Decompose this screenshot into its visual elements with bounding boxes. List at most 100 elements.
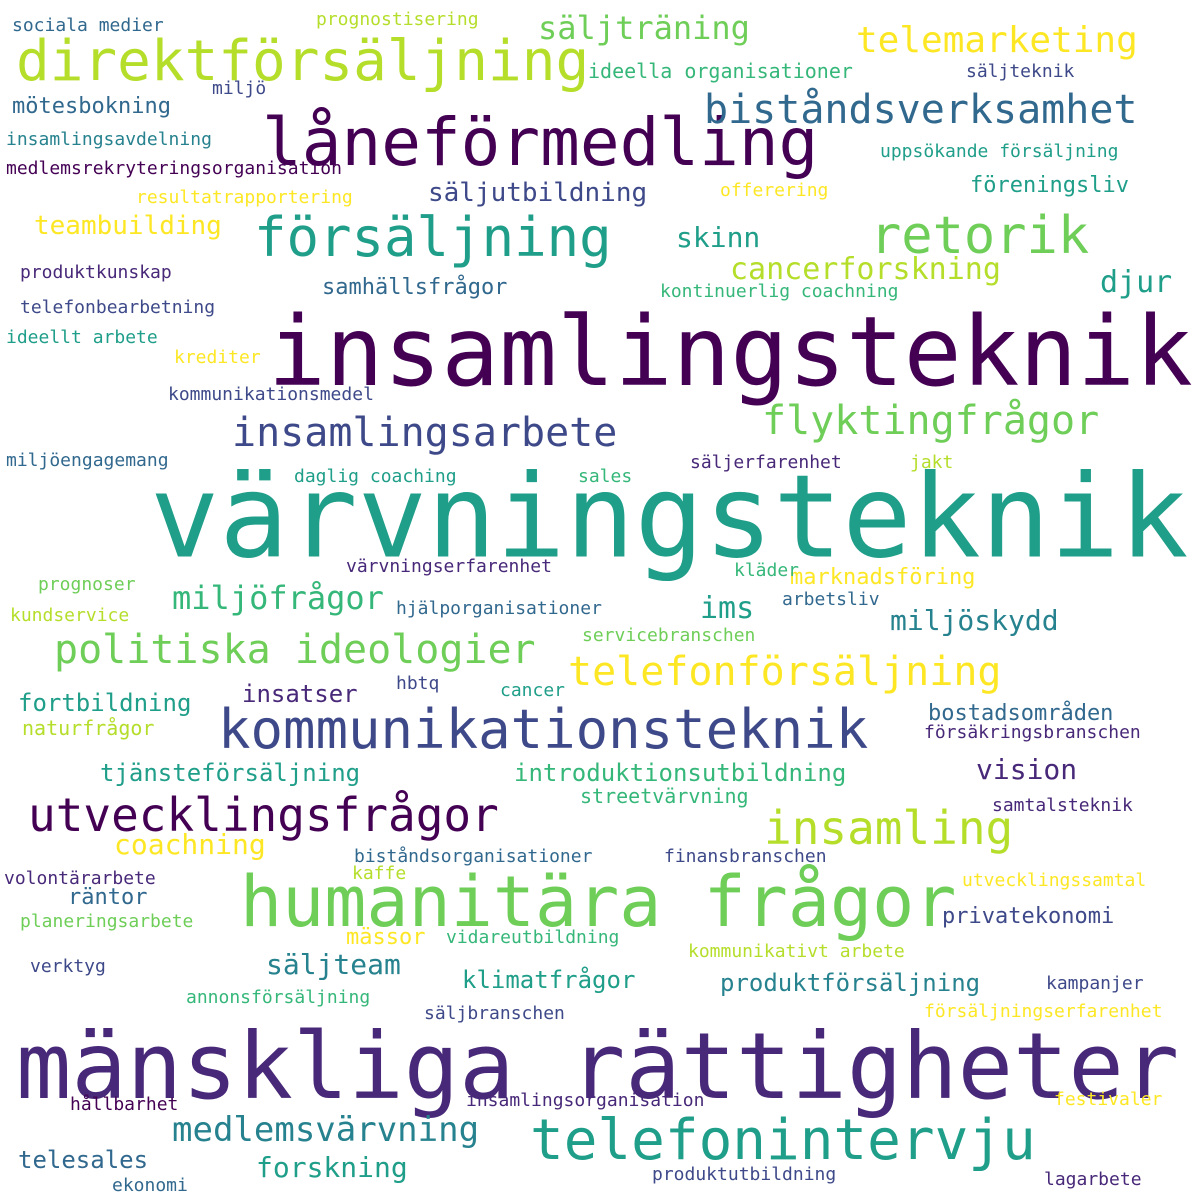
word-verktyg: verktyg: [30, 956, 106, 977]
word-hallbarhet: hållbarhet: [70, 1094, 179, 1115]
word-saljtraning: säljträning: [538, 9, 750, 47]
word-insatser: insatser: [242, 680, 358, 708]
word-saljteknik: säljteknik: [966, 61, 1075, 82]
word-sales: sales: [578, 466, 633, 487]
word-tjansteforsaljning: tjänsteförsäljning: [100, 759, 361, 787]
word-humanitara-fragor: humanitära frågor: [240, 861, 957, 943]
word-forsakringsbranschen: försäkringsbranschen: [924, 722, 1141, 743]
word-produktforsaljning: produktförsäljning: [720, 969, 981, 997]
word-kundservice: kundservice: [10, 605, 130, 626]
word-sociala-medier: sociala medier: [12, 15, 164, 36]
word-kommunikationsteknik: kommunikationsteknik: [218, 698, 869, 761]
word-volontararbete: volontärarbete: [4, 868, 156, 889]
word-vidareutbildning: vidareutbildning: [446, 927, 620, 948]
word-insamling: insamling: [764, 801, 1014, 855]
word-daglig-coaching: daglig coaching: [294, 466, 457, 487]
word-krediter: krediter: [174, 347, 261, 368]
word-resultatrapportering: resultatrapportering: [136, 187, 353, 208]
word-ims: ims: [700, 591, 755, 626]
word-bistandsorganisationer: biståndsorganisationer: [354, 846, 593, 867]
word-ideella-organisationer: ideella organisationer: [588, 59, 853, 83]
word-ideellt-arbete: ideellt arbete: [6, 327, 158, 348]
word-fortbildning: fortbildning: [18, 689, 192, 717]
word-utvecklingssamtal: utvecklingssamtal: [962, 870, 1147, 891]
word-telemarketing: telemarketing: [856, 20, 1138, 61]
word-finansbranschen: finansbranschen: [664, 846, 827, 867]
word-insamlingsteknik: insamlingsteknik: [268, 296, 1193, 408]
word-kampanjer: kampanjer: [1046, 973, 1144, 994]
word-miljoskydd: miljöskydd: [890, 604, 1059, 637]
word-medlemsrekryteringsorganisation: medlemsrekryteringsorganisation: [6, 158, 342, 179]
word-varvningserfarenhet: värvningserfarenhet: [346, 556, 552, 577]
word-miljoengagemang: miljöengagemang: [6, 450, 169, 471]
word-lagarbete: lagarbete: [1044, 1169, 1142, 1190]
word-forskning: forskning: [256, 1151, 408, 1184]
word-arbetsliv: arbetsliv: [782, 589, 880, 610]
word-naturfragor: naturfrågor: [22, 716, 155, 740]
word-streetvarvning: streetvärvning: [580, 784, 749, 808]
word-coachning: coachning: [114, 828, 266, 861]
word-insamlingsavdelning: insamlingsavdelning: [6, 129, 212, 150]
word-rantor: räntor: [68, 885, 148, 910]
word-prognostisering: prognostisering: [316, 9, 479, 30]
word-bostadsomraden: bostadsområden: [928, 701, 1114, 726]
word-saljteam: säljteam: [266, 948, 401, 981]
word-insamlingsarbete: insamlingsarbete: [232, 410, 618, 456]
word-retorik: retorik: [870, 206, 1090, 266]
word-laneformedling: låneförmedling: [262, 104, 819, 181]
word-kommunikativt-arbete: kommunikativt arbete: [688, 941, 905, 962]
word-uppsokande-forsaljning: uppsökande försäljning: [880, 141, 1119, 162]
word-telesales: telesales: [18, 1146, 149, 1174]
word-klader: kläder: [734, 560, 800, 581]
word-saljutbildning: säljutbildning: [428, 178, 648, 208]
word-telefonbearbetning: telefonbearbetning: [20, 297, 216, 318]
word-foreningsliv: föreningsliv: [970, 173, 1129, 198]
word-telefonforsaljning: telefonförsäljning: [568, 649, 1002, 695]
word-hbtq: hbtq: [396, 673, 440, 694]
word-saljerfarenhet: säljerfarenhet: [690, 452, 842, 473]
word-kommunikationsmedel: kommunikationsmedel: [168, 384, 374, 405]
word-hjalporganisationer: hjälporganisationer: [396, 598, 602, 619]
word-miljofragor: miljöfrågor: [172, 579, 384, 617]
word-annonsforsaljning: annonsförsäljning: [186, 987, 371, 1008]
word-djur: djur: [1100, 265, 1173, 300]
word-prognoser: prognoser: [38, 574, 136, 595]
word-teambuilding: teambuilding: [34, 211, 222, 241]
word-cancerforskning: cancerforskning: [730, 252, 1001, 287]
word-samtalsteknik: samtalsteknik: [992, 795, 1133, 816]
word-saljbranschen: säljbranschen: [424, 1003, 565, 1024]
word-forsaljningserfarenhet: försäljningserfarenhet: [924, 1001, 1163, 1022]
word-varvningsteknik: värvningsteknik: [150, 450, 1189, 585]
word-produktkunskap: produktkunskap: [20, 262, 172, 283]
word-klimatfragor: klimatfrågor: [462, 966, 636, 994]
word-jakt: jakt: [910, 452, 954, 473]
word-telefonintervju: telefonintervju: [530, 1108, 1036, 1173]
word-kaffe: kaffe: [352, 863, 407, 884]
word-insamlingsorganisation: insamlingsorganisation: [466, 1090, 705, 1111]
word-samhallsfragor: samhällsfrågor: [322, 275, 508, 300]
word-politiska-ideologier: politiska ideologier: [54, 627, 536, 673]
word-direktforsaljning: direktförsäljning: [16, 29, 590, 94]
word-privatekonomi: privatekonomi: [942, 904, 1115, 929]
word-servicebranschen: servicebranschen: [582, 625, 756, 646]
word-offerering: offerering: [720, 180, 829, 201]
word-flyktingfragor: flyktingfrågor: [762, 398, 1100, 444]
word-manskliga-rattigheter: mänskliga rättigheter: [16, 1013, 1180, 1120]
word-produktutbildning: produktutbildning: [652, 1164, 837, 1185]
word-miljo: miljö: [212, 78, 267, 99]
word-cancer: cancer: [500, 680, 566, 701]
word-ekonomi: ekonomi: [112, 1175, 188, 1196]
word-motesbokning: mötesbokning: [12, 94, 171, 119]
word-vision: vision: [976, 753, 1078, 786]
word-skinn: skinn: [676, 221, 761, 254]
word-festivaler: festivaler: [1054, 1089, 1163, 1110]
word-massor: mässor: [346, 925, 426, 950]
word-forsaljning: försäljning: [254, 206, 612, 269]
word-marknadsforing: marknadsföring: [790, 565, 976, 590]
word-utvecklingsfragor: utvecklingsfrågor: [28, 788, 499, 842]
word-medlemsvarvning: medlemsvärvning: [172, 1110, 480, 1150]
word-introduktionsutbildning: introduktionsutbildning: [514, 759, 847, 787]
word-planeringsarbete: planeringsarbete: [20, 911, 194, 932]
word-kontinuerlig-coachning: kontinuerlig coachning: [660, 281, 899, 302]
